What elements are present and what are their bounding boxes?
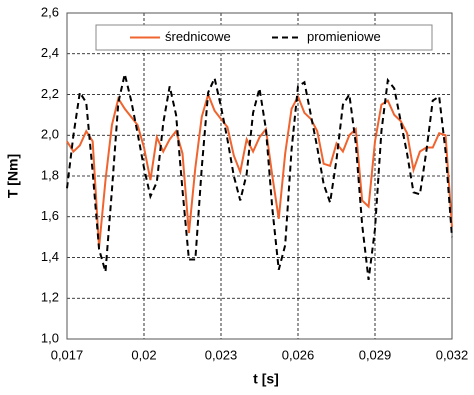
x-tick-label: 0,02	[131, 347, 156, 362]
plot-frame	[66, 12, 453, 340]
x-tick-label: 0,032	[436, 347, 469, 362]
legend-label: promieniowe	[307, 29, 381, 44]
y-tick-label: 1,6	[41, 208, 59, 223]
y-tick-label: 2,2	[41, 86, 59, 101]
y-tick-label: 1,2	[41, 290, 59, 305]
x-tick-label: 0,023	[205, 347, 238, 362]
y-tick-label: 2,0	[41, 127, 59, 142]
y-tick-label: 2,4	[41, 45, 59, 60]
y-tick-label: 1,8	[41, 167, 59, 182]
x-axis-label: t [s]	[253, 371, 279, 387]
y-tick-label: 1,4	[41, 249, 59, 264]
x-tick-label: 0,026	[282, 347, 315, 362]
x-tick-label: 0,017	[51, 347, 84, 362]
series-line	[66, 91, 453, 248]
legend-label: średnicowe	[165, 29, 231, 44]
y-tick-label: 2,6	[41, 4, 59, 19]
y-tick-label: 1,0	[41, 330, 59, 345]
x-tick-label: 0,029	[359, 347, 392, 362]
y-axis-label: T [Nm]	[5, 154, 21, 198]
series-line	[66, 73, 453, 281]
